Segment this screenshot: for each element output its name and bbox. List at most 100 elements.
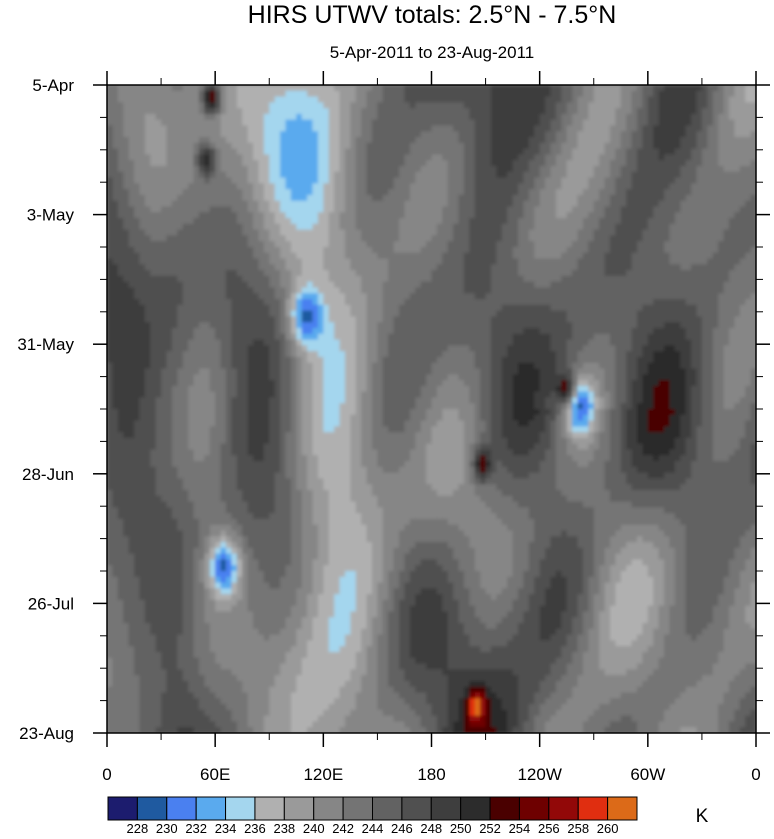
heatmap-cell xyxy=(139,270,146,277)
heatmap-cell xyxy=(290,310,297,318)
heatmap-cell xyxy=(463,189,470,196)
heatmap-cell xyxy=(317,154,324,161)
heatmap-cell xyxy=(166,322,173,329)
heatmap-cell xyxy=(572,154,579,161)
heatmap-cell xyxy=(204,142,211,150)
heatmap-cell xyxy=(242,166,249,173)
heatmap-cell xyxy=(166,247,173,254)
heatmap-cell xyxy=(188,183,195,190)
heatmap-cell xyxy=(480,119,487,127)
heatmap-cell xyxy=(436,287,443,294)
heatmap-cell xyxy=(696,258,703,265)
heatmap-cell xyxy=(436,137,443,144)
heatmap-cell xyxy=(599,189,606,196)
heatmap-cell xyxy=(685,229,692,237)
heatmap-cell xyxy=(350,252,357,260)
heatmap-cell xyxy=(344,119,351,127)
heatmap-cell xyxy=(155,299,162,306)
heatmap-cell xyxy=(144,200,151,208)
heatmap-cell xyxy=(480,258,487,265)
heatmap-cell xyxy=(312,316,319,323)
heatmap-cell xyxy=(393,102,400,109)
heatmap-cell xyxy=(231,177,238,184)
heatmap-cell xyxy=(339,275,346,283)
heatmap-cell xyxy=(258,177,265,184)
heatmap-cell xyxy=(707,281,714,289)
heatmap-cell xyxy=(707,299,714,306)
heatmap-cell xyxy=(739,142,746,150)
heatmap-cell xyxy=(209,247,216,254)
heatmap-cell xyxy=(117,247,124,254)
heatmap-cell xyxy=(436,160,443,167)
heatmap-cell xyxy=(647,166,654,173)
heatmap-cell xyxy=(280,148,287,156)
heatmap-cell xyxy=(307,270,314,277)
heatmap-cell xyxy=(161,316,168,323)
heatmap-cell xyxy=(718,223,725,231)
heatmap-cell xyxy=(123,108,130,115)
heatmap-cell xyxy=(626,241,633,248)
heatmap-cell xyxy=(647,241,654,248)
heatmap-cell xyxy=(750,304,756,312)
heatmap-cell xyxy=(144,137,151,144)
heatmap-cell xyxy=(696,223,703,231)
heatmap-cell xyxy=(225,171,232,179)
heatmap-cell xyxy=(561,148,568,156)
heatmap-cell xyxy=(691,113,698,121)
heatmap-cell xyxy=(323,200,330,208)
heatmap-cell xyxy=(258,125,265,132)
heatmap-cell xyxy=(653,166,660,173)
heatmap-cell xyxy=(285,275,292,283)
heatmap-cell xyxy=(750,166,756,173)
heatmap-cell xyxy=(474,252,481,260)
heatmap-cell xyxy=(350,108,357,115)
heatmap-cell xyxy=(404,212,411,219)
heatmap-cell xyxy=(723,310,730,318)
heatmap-cell xyxy=(350,96,357,103)
heatmap-cell xyxy=(344,310,351,318)
heatmap-cell xyxy=(712,171,719,179)
heatmap-cell xyxy=(647,194,654,202)
heatmap-cell xyxy=(620,229,627,237)
heatmap-cell xyxy=(609,270,616,277)
heatmap-cell xyxy=(301,304,308,312)
heatmap-cell xyxy=(577,189,584,196)
heatmap-cell xyxy=(258,206,265,213)
heatmap-cell xyxy=(280,131,287,138)
heatmap-cell xyxy=(561,304,568,312)
heatmap-cell xyxy=(680,287,687,294)
heatmap-cell xyxy=(739,206,746,213)
heatmap-cell xyxy=(480,177,487,184)
heatmap-cell xyxy=(344,85,351,92)
heatmap-cell xyxy=(182,131,189,138)
heatmap-cell xyxy=(496,85,503,92)
heatmap-cell xyxy=(399,299,406,306)
heatmap-cell xyxy=(512,299,519,306)
heatmap-cell xyxy=(582,108,589,115)
heatmap-cell xyxy=(647,212,654,219)
heatmap-cell xyxy=(637,258,644,265)
heatmap-cell xyxy=(447,200,454,208)
heatmap-cell xyxy=(620,148,627,156)
heatmap-cell xyxy=(377,108,384,115)
heatmap-cell xyxy=(431,241,438,248)
heatmap-cell xyxy=(599,166,606,173)
heatmap-cell xyxy=(701,131,708,138)
heatmap-cell xyxy=(134,310,141,318)
heatmap-cell xyxy=(198,90,205,98)
heatmap-cell xyxy=(339,90,346,98)
heatmap-cell xyxy=(458,281,465,289)
heatmap-cell xyxy=(718,200,725,208)
heatmap-cell xyxy=(128,113,135,121)
heatmap-cell xyxy=(674,90,681,98)
heatmap-cell xyxy=(615,171,622,179)
heatmap-cell xyxy=(171,310,178,318)
heatmap-cell xyxy=(285,281,292,289)
heatmap-cell xyxy=(691,258,698,265)
heatmap-cell xyxy=(426,223,433,231)
heatmap-cell xyxy=(220,154,227,161)
heatmap-cell xyxy=(382,119,389,127)
heatmap-cell xyxy=(501,108,508,115)
heatmap-cell xyxy=(123,212,130,219)
heatmap-cell xyxy=(723,90,730,98)
